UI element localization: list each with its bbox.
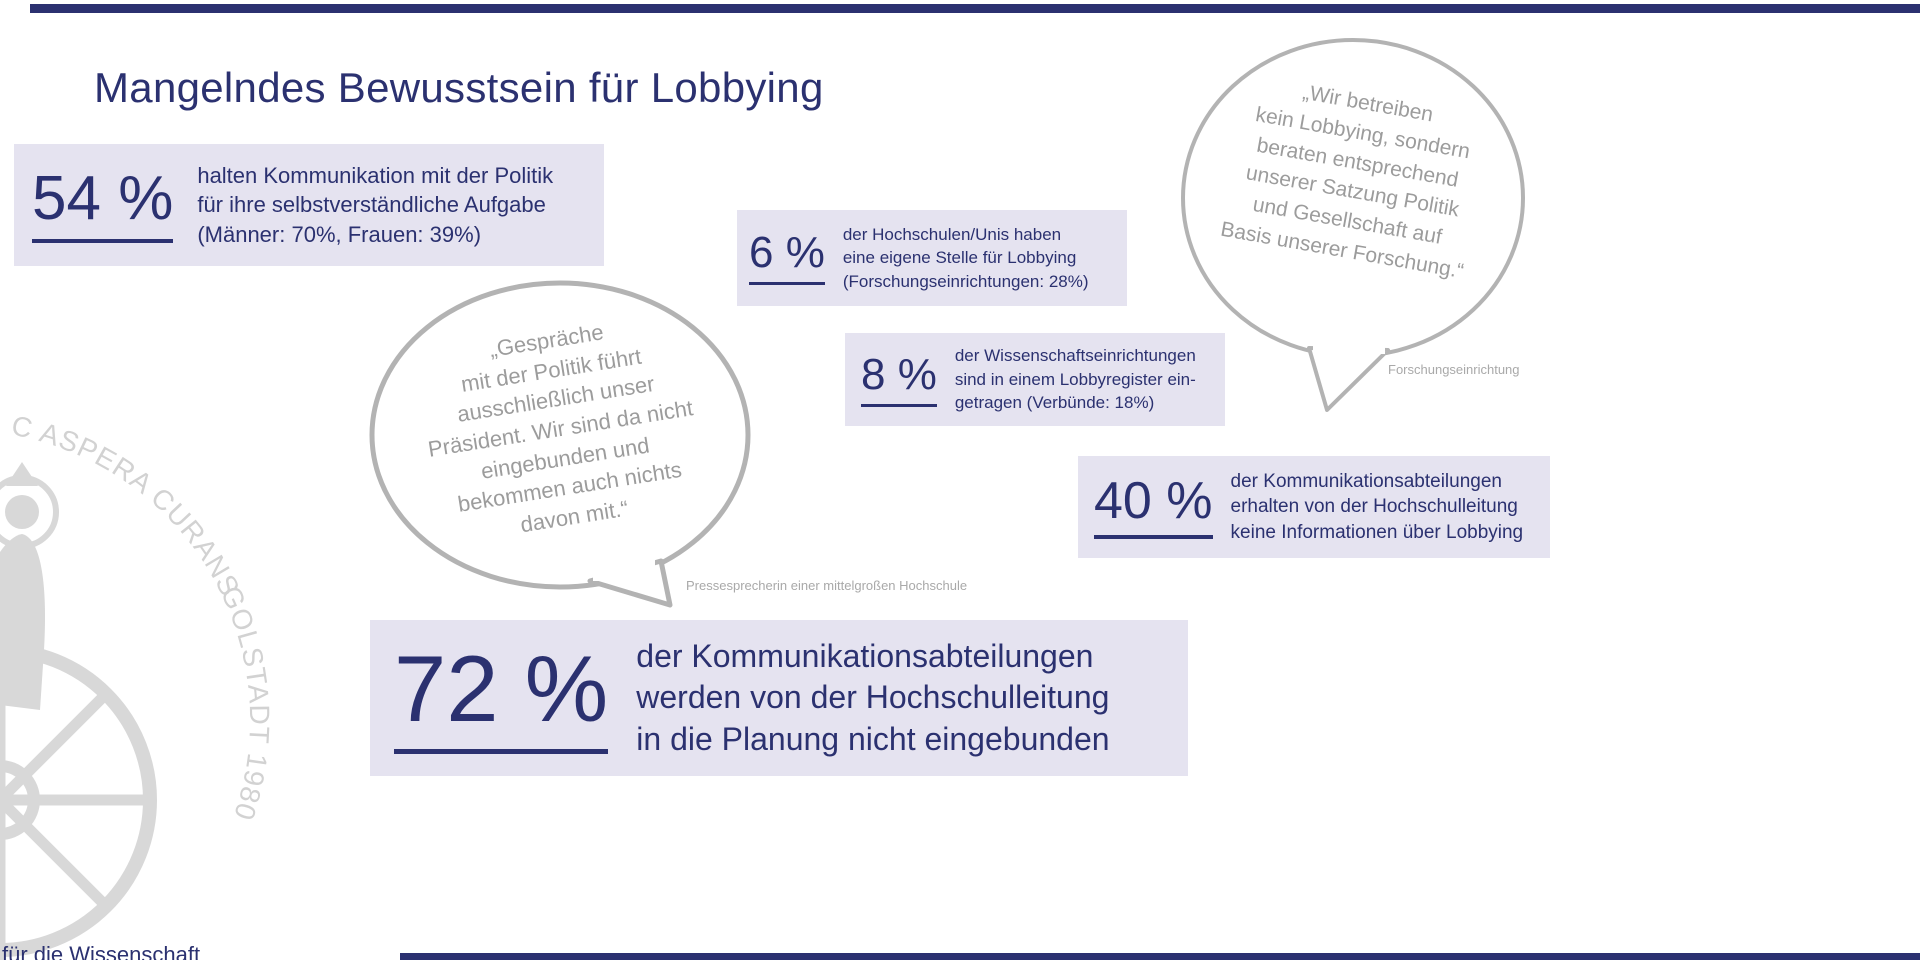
stat-box-72-percent: 72 % der Kommunikationsabteilungen werde…: [370, 620, 1188, 776]
stat-description: halten Kommunikation mit der Politik für…: [197, 163, 554, 247]
page-title: Mangelndes Bewusstsein für Lobbying: [94, 64, 824, 111]
stat-value: 72 %: [394, 642, 609, 754]
stat-description: der Wissenschaftseinrichtungen sind in e…: [954, 346, 1196, 413]
svg-text:C ASPERA CURANS: C ASPERA CURANS: [9, 410, 246, 602]
footer-text-fragment: für die Wissenschaft: [2, 942, 201, 960]
quote-attribution: Forschungseinrichtung: [1388, 362, 1520, 377]
stat-description: der Hochschulen/Unis haben eine eigene S…: [842, 224, 1089, 291]
top-accent-bar: [30, 4, 1920, 13]
stat-value: 8 %: [861, 352, 937, 407]
stat-box-8-percent: 8 % der Wissenschaftseinrichtungen sind …: [845, 333, 1225, 426]
university-seal-watermark: C ASPERA CURANS GOLSTADT 1980: [0, 410, 275, 960]
svg-text:GOLSTADT 1980: GOLSTADT 1980: [215, 581, 275, 824]
seal-wheel-icon: [0, 630, 157, 960]
stat-value: 6 %: [749, 231, 825, 285]
bottom-accent-bar: [400, 953, 1920, 960]
speech-bubble-tail: [1307, 346, 1390, 412]
stat-description: der Kommunikationsabteilungen werden von…: [636, 637, 1110, 757]
quote-attribution: Pressesprecherin einer mittelgroßen Hoch…: [686, 578, 968, 593]
stat-box-54-percent: 54 % halten Kommunikation mit der Politi…: [14, 144, 604, 266]
seal-figure-icon: [0, 462, 59, 710]
stat-box-6-percent: 6 % der Hochschulen/Unis haben eine eige…: [737, 210, 1127, 306]
stat-value: 54 %: [32, 167, 174, 243]
seal-arc-text-2: GOLSTADT 1980: [215, 581, 274, 824]
speech-bubble-right: [1181, 38, 1525, 412]
stat-box-40-percent: 40 % der Kommunikationsabteilungen erhal…: [1078, 456, 1550, 558]
stat-description: der Kommunikationsabteilungen erhalten v…: [1230, 470, 1524, 543]
seal-arc-text-1: C ASPERA CURANS: [9, 410, 245, 602]
speech-bubble-left: [369, 280, 751, 608]
stat-value: 40 %: [1094, 475, 1213, 539]
